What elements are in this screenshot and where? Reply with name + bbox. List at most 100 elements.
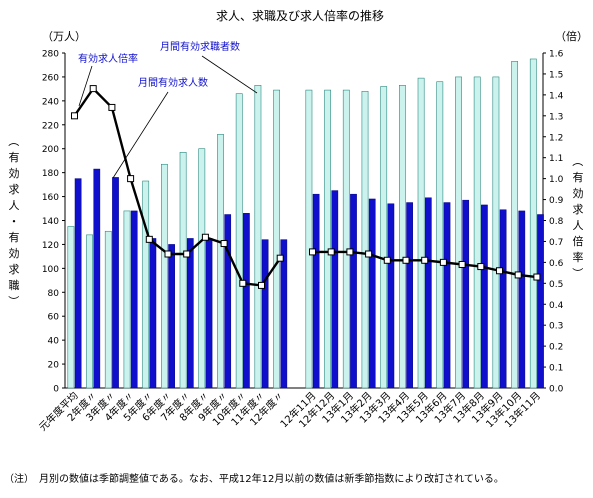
callout-openings-label: 月間有効求人数 (138, 76, 208, 89)
left-tick-label: 240 (42, 97, 59, 107)
ratio-marker (145, 235, 153, 243)
right-tick-label: 1.6 (549, 50, 564, 60)
bar-applicants (254, 85, 262, 389)
svg-text:有: 有 (9, 150, 20, 164)
svg-text:効: 効 (9, 246, 20, 260)
ratio-marker (327, 248, 335, 256)
left-tick-label: 280 (42, 50, 59, 60)
bar-applicants (67, 226, 75, 389)
left-tick-label: 40 (48, 337, 60, 347)
svg-text:率: 率 (573, 250, 584, 264)
svg-text:求: 求 (573, 203, 584, 216)
bar-openings (280, 239, 288, 389)
footnote: （注） 月別の数値は季節調整値である。なお、平成12年12月以前の数値は新季節指… (4, 472, 504, 485)
ratio-marker (108, 103, 116, 111)
ratio-marker (383, 256, 391, 264)
bar-openings (406, 202, 413, 389)
right-tick-label: 1.0 (549, 175, 564, 185)
right-tick-label: 0.4 (549, 301, 564, 311)
right-tick-label: 1.1 (549, 154, 563, 164)
ratio-marker (309, 248, 316, 256)
ratio-marker (258, 281, 265, 289)
bar-openings (112, 177, 119, 389)
right-tick-label: 1.5 (549, 70, 563, 80)
ratio-line (71, 85, 541, 289)
bar-applicants (492, 76, 500, 389)
left-tick-label: 60 (48, 313, 60, 323)
right-tick-label: 1.2 (549, 133, 563, 143)
right-tick-label: 0.9 (549, 196, 564, 206)
bar-openings (499, 209, 507, 389)
bars (67, 58, 544, 389)
bar-applicants (511, 61, 518, 389)
bar-openings (368, 198, 376, 389)
ratio-marker (477, 263, 485, 271)
ratio-marker (496, 267, 503, 275)
ratio-marker (514, 271, 522, 279)
bar-openings (243, 213, 250, 389)
callout-applicants-label: 月間有効求職者数 (160, 40, 240, 53)
bar-applicants (198, 148, 206, 389)
bar-applicants (179, 152, 187, 389)
bar-openings (443, 202, 451, 389)
ratio-marker (220, 240, 228, 248)
bar-openings (261, 239, 269, 389)
chart-title: 求人、求職及び求人倍率の推移 (216, 8, 384, 23)
bar-openings (93, 168, 101, 389)
ratio-marker (458, 260, 466, 268)
svg-text:人: 人 (9, 199, 20, 212)
left-tick-label: 100 (42, 265, 59, 275)
ratio-marker (346, 248, 354, 256)
svg-text:（: （ (571, 156, 584, 167)
bar-openings (130, 210, 138, 389)
svg-text:求: 求 (9, 263, 20, 276)
svg-text:人: 人 (573, 219, 584, 232)
bar-applicants (342, 89, 350, 389)
left-tick-label: 220 (42, 121, 59, 131)
bar-openings (224, 214, 232, 389)
callout-ratio-leader (78, 65, 93, 107)
bar-openings (462, 199, 470, 389)
ratio-marker (71, 112, 78, 120)
left-axis-unit: （万人） (42, 30, 86, 43)
right-tick-label: 0.6 (549, 259, 564, 269)
right-tick-label: 1.4 (549, 91, 564, 101)
right-tick-label: 0.0 (549, 385, 564, 395)
right-tick-label: 0.2 (549, 343, 563, 353)
left-tick-label: 120 (42, 241, 59, 251)
bar-openings (424, 197, 432, 389)
bar-openings (149, 238, 157, 389)
bar-applicants (142, 180, 150, 389)
bar-applicants (529, 58, 537, 389)
callout-applicants-leader (201, 55, 258, 94)
bar-applicants (104, 230, 112, 389)
callout-ratio-label: 有効求人倍率 (78, 52, 138, 65)
right-tick-label: 0.1 (549, 364, 563, 374)
left-axis-title: （有効求人・有効求職） (7, 136, 20, 307)
left-tick-label: 140 (42, 217, 59, 227)
bar-openings (387, 203, 395, 389)
bar-applicants (235, 93, 243, 389)
ratio-marker (276, 254, 284, 262)
ratio-marker (201, 233, 209, 241)
bar-applicants (86, 234, 93, 389)
svg-text:）: ） (571, 268, 584, 279)
left-tick-label: 180 (42, 169, 59, 179)
right-tick-label: 0.8 (549, 217, 564, 227)
left-tick-label: 200 (42, 145, 59, 155)
bar-openings (205, 238, 213, 389)
ratio-marker (127, 175, 135, 183)
bar-openings (186, 238, 194, 389)
ratio-marker (239, 279, 247, 287)
ratio-marker (439, 258, 447, 266)
bar-applicants (417, 77, 425, 389)
bar-applicants (161, 163, 168, 389)
bar-openings (74, 178, 82, 389)
right-tick-label: 1.3 (549, 112, 563, 122)
bar-openings (312, 193, 320, 389)
bar-applicants (217, 134, 224, 389)
bar-applicants (305, 89, 313, 389)
right-tick-label: 0.3 (549, 322, 563, 332)
callout-openings-leader (112, 91, 169, 179)
